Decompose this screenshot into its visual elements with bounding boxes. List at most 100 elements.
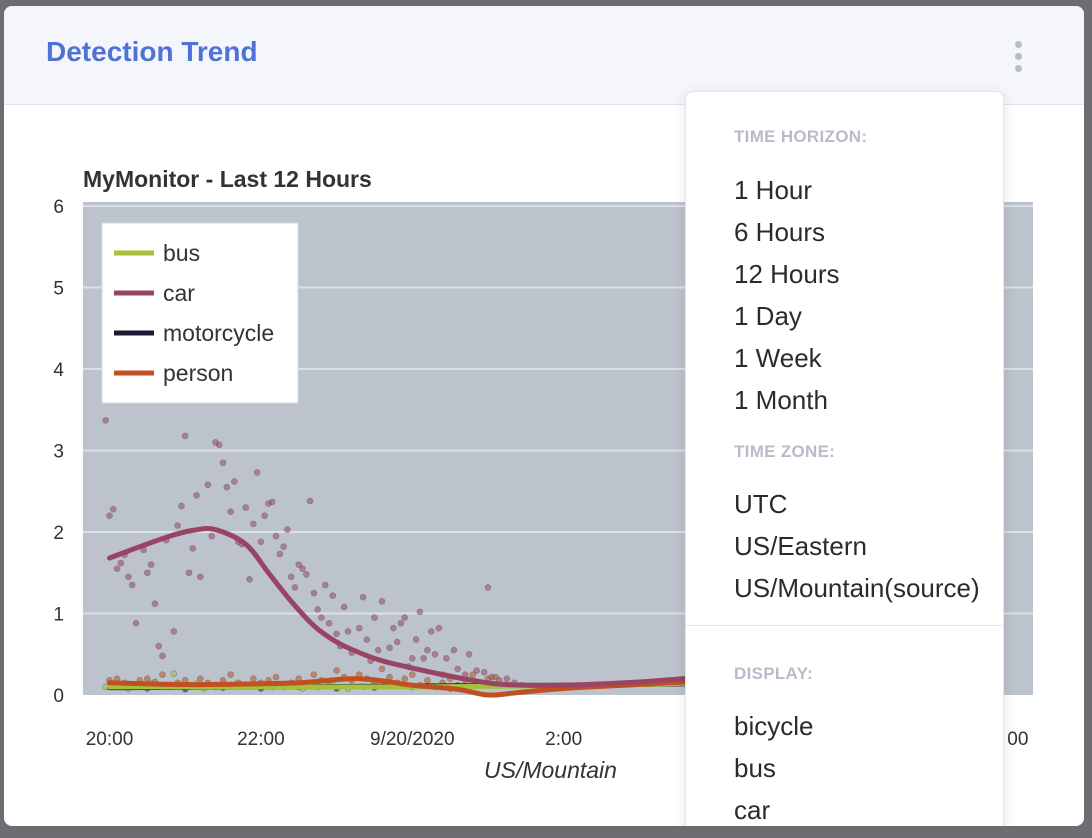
dropdown-option[interactable]: bicycle xyxy=(734,711,814,741)
y-tick-label: 4 xyxy=(53,360,64,381)
dropdown-option[interactable]: US/Eastern xyxy=(734,531,867,561)
scatter-point-person xyxy=(401,675,409,683)
dropdown-option[interactable]: 6 Hours xyxy=(734,217,826,247)
x-tick-label: 9/20/2020 xyxy=(370,729,455,750)
scatter-point-car xyxy=(253,469,261,476)
scatter-point-car xyxy=(427,628,435,635)
scatter-point-car xyxy=(170,628,178,635)
scatter-point-car xyxy=(174,522,181,529)
dropdown-option[interactable]: 12 Hours xyxy=(734,259,840,289)
dropdown-option[interactable]: 1 Month xyxy=(734,385,828,415)
scatter-point-car xyxy=(197,573,204,581)
legend: bus car motorcycle person xyxy=(101,222,299,404)
x-tick-label: 00 xyxy=(1007,729,1028,750)
trend-lines xyxy=(106,526,703,698)
scatter-point-car xyxy=(215,441,223,449)
scatter-point-car xyxy=(412,636,420,643)
scatter-point-car xyxy=(208,532,215,540)
scatter-point-car xyxy=(355,624,363,632)
scatter-point-car xyxy=(371,614,378,621)
y-tick-label: 0 xyxy=(53,686,64,707)
scatter-point-car xyxy=(250,520,257,528)
scatter-point-car xyxy=(291,584,299,591)
dropdown-option[interactable]: 1 Day xyxy=(734,301,802,331)
scatter-point-car xyxy=(299,565,306,572)
scatter-point-car xyxy=(287,573,295,581)
scatter-point-car xyxy=(306,497,314,505)
detection-trend-card: Detection Trend MyMonitor - Last 12 Hour… xyxy=(4,6,1084,826)
scatter-point-car xyxy=(386,644,393,652)
scatter-point-car xyxy=(231,478,238,485)
y-axis-ticks: 0 1 2 3 4 5 6 xyxy=(53,197,64,707)
scatter-point-car xyxy=(109,505,117,513)
dropdown-heading: DISPLAY: xyxy=(734,664,813,683)
scatter-point-person xyxy=(492,673,499,681)
dropdown-heading: TIME ZONE: xyxy=(734,442,836,461)
x-tick-label: 2:00 xyxy=(545,729,582,750)
legend-label-bus: bus xyxy=(163,240,200,266)
scatter-point-car xyxy=(185,569,193,577)
scatter-point-car xyxy=(401,614,409,621)
scatter-point-car xyxy=(363,636,371,643)
scatter-point-car xyxy=(443,655,450,662)
scatter-point-car xyxy=(204,481,212,489)
x-axis-label: US/Mountain xyxy=(484,757,617,783)
scatter-point-car xyxy=(503,675,511,683)
series-line-car xyxy=(106,526,703,688)
scatter-point-car xyxy=(132,619,140,627)
scatter-point-car xyxy=(178,502,185,510)
scatter-point-car xyxy=(246,575,253,583)
scatter-point-car xyxy=(321,581,329,589)
scatter-point-car xyxy=(151,600,159,608)
dropdown-option[interactable]: 1 Hour xyxy=(734,175,813,205)
scatter-point-car xyxy=(128,581,136,589)
scatter-point-person xyxy=(408,671,416,678)
scatter-point-car xyxy=(303,571,310,578)
scatter-point-car xyxy=(465,650,473,658)
dropdown-divider xyxy=(686,625,1003,626)
scatter-point-car xyxy=(147,561,155,568)
scatter-point-car xyxy=(125,573,132,581)
scatter-point-car xyxy=(314,606,321,613)
scatter-point-car xyxy=(450,646,458,654)
scatter-point-person xyxy=(197,675,204,683)
dropdown-option[interactable]: bus xyxy=(734,753,776,783)
y-tick-label: 2 xyxy=(53,523,64,544)
dropdown-option[interactable]: car xyxy=(734,795,771,825)
dropdown-option[interactable]: 1 Week xyxy=(734,343,822,373)
scatter-point-person xyxy=(469,671,477,678)
scatter-point-person xyxy=(310,671,318,678)
scatter-point-car xyxy=(310,589,318,597)
scatter-point-car xyxy=(435,624,443,632)
card-title: Detection Trend xyxy=(46,36,258,67)
scatter-point-car xyxy=(117,559,125,567)
chart-options-dropdown: TIME HORIZON: 1 Hour 6 Hours 12 Hours 1 Day 1… xyxy=(685,91,1004,826)
chart-title: MyMonitor - Last 12 Hours xyxy=(83,166,372,192)
scatter-point-car xyxy=(454,665,462,673)
scatter-point-car xyxy=(484,584,492,591)
scatter-point-car xyxy=(219,459,227,467)
y-tick-label: 5 xyxy=(53,279,64,300)
scatter-point-car xyxy=(268,498,276,506)
scatter-point-car xyxy=(102,417,110,424)
dropdown-option[interactable]: UTC xyxy=(734,489,788,519)
scatter-point-car xyxy=(329,592,337,599)
kebab-vertical-icon[interactable] xyxy=(1008,40,1030,74)
dropdown-option[interactable]: US/Mountain(source) xyxy=(734,573,980,603)
y-tick-label: 1 xyxy=(53,605,64,626)
y-tick-label: 6 xyxy=(53,197,64,218)
scatter-point-person xyxy=(333,667,340,674)
scatter-point-car xyxy=(325,619,333,627)
scatter-point-car xyxy=(424,646,431,654)
y-tick-label: 3 xyxy=(53,442,64,463)
x-axis-ticks: 20:00 22:00 9/20/2020 2:00 00 xyxy=(86,729,1029,750)
scatter-point-car xyxy=(193,492,200,499)
scatter-point-car xyxy=(318,614,325,621)
scatter-point-car xyxy=(397,619,405,627)
card-header: Detection Trend xyxy=(4,6,1084,105)
scatter-point-car xyxy=(189,545,197,552)
legend-label-car: car xyxy=(163,280,195,306)
legend-label-motorcycle: motorcycle xyxy=(163,320,274,346)
scatter-point-car xyxy=(155,642,162,650)
scatter-point-car xyxy=(374,646,382,654)
